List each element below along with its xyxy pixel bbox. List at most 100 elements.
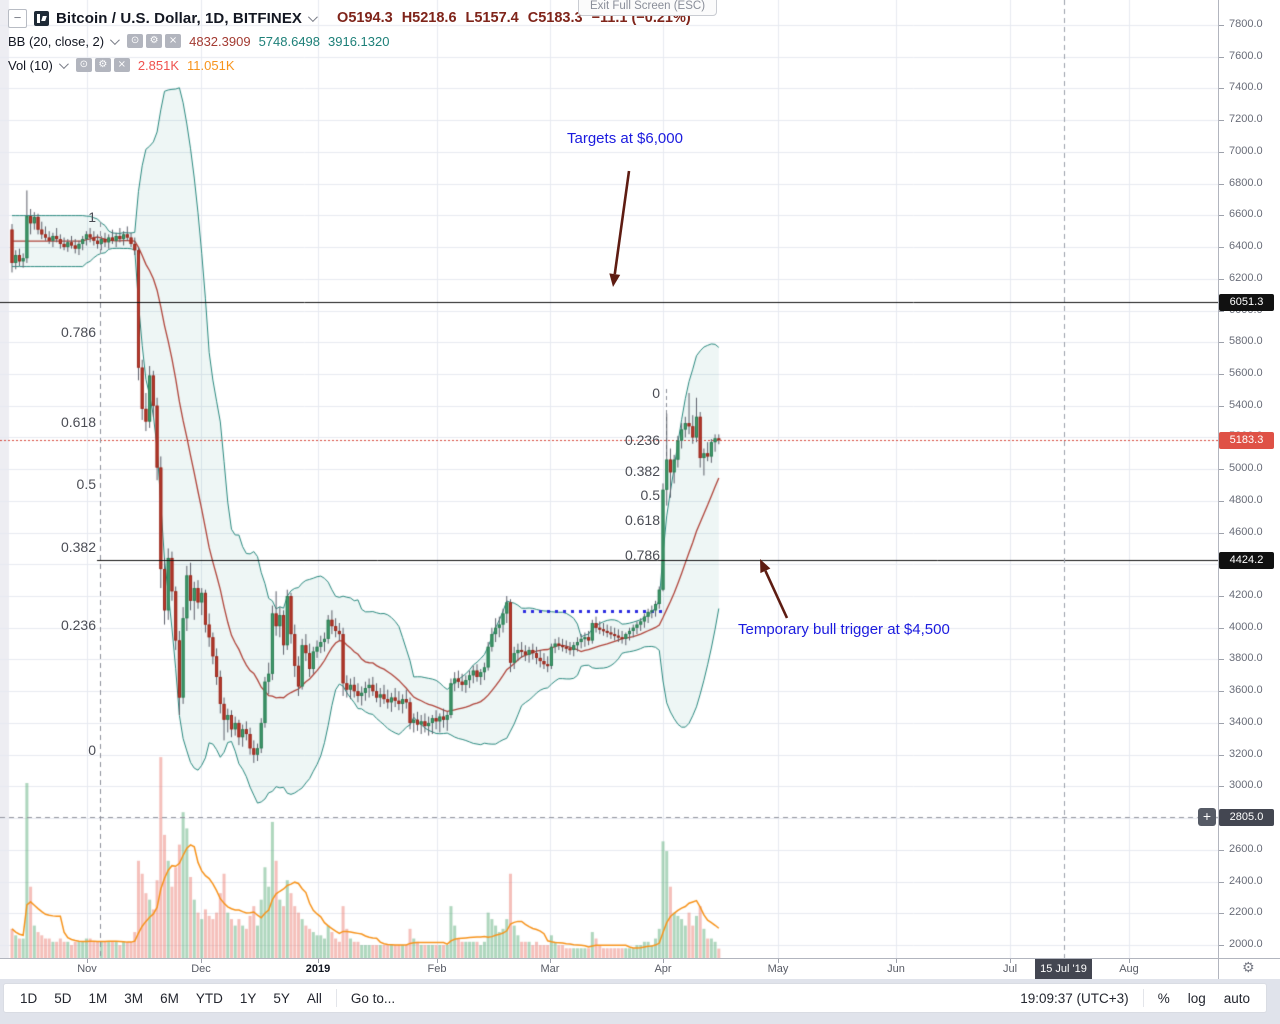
time-tick-mark — [87, 959, 88, 963]
price-chart-canvas[interactable] — [0, 0, 1218, 958]
legend-collapse-button[interactable]: − — [8, 8, 27, 28]
symbol-title[interactable]: Bitcoin / U.S. Dollar, 1D, BITFINEX — [56, 9, 303, 27]
bottom-toolbar-region: 1D 5D 1M 3M 6M YTD 1Y 5Y All Go to... 19:09:37 (… — [0, 978, 1280, 1024]
fib-level-label-fib-april: 0 — [652, 385, 660, 401]
fib-level-label-fib-april: 0.236 — [624, 432, 660, 448]
annotation-text-label[interactable]: Temporary bull trigger at $4,500 — [738, 621, 950, 638]
price-tick-label: 7400.0 — [1229, 81, 1263, 93]
price-tick-label: 4800.0 — [1229, 494, 1263, 506]
remove-indicator-icon[interactable]: × — [165, 34, 182, 48]
scale-button-log[interactable]: log — [1187, 990, 1206, 1006]
bb-basis-value: 4832.3909 — [189, 33, 251, 49]
price-line-badge: 5183.3 — [1219, 432, 1274, 449]
fib-level-label-fib-november: 0.236 — [60, 617, 96, 633]
price-tick-mark — [1219, 25, 1224, 26]
price-tick-mark — [1219, 406, 1224, 407]
bb-upper-value: 5748.6498 — [258, 33, 321, 49]
bb-indicator-buttons: ⊙ ⚙ × — [127, 34, 182, 48]
range-button-ytd[interactable]: YTD — [195, 990, 223, 1006]
chart-area: Exit Full Screen (ESC) − Bitcoin / U.S. … — [0, 0, 1218, 958]
time-label-feb: Feb — [427, 963, 447, 975]
price-tick-mark — [1219, 533, 1224, 534]
price-line-badge: 2805.0 — [1219, 809, 1274, 826]
ohlc-high: H5218.6 — [401, 10, 457, 26]
time-label-may: May — [767, 963, 789, 975]
chart-settings-gear-icon[interactable]: ⚙ — [1242, 960, 1255, 976]
price-axis[interactable]: 7800.0 7600.0 7400.0 7200.0 7000.0 6800.0 6600… — [1198, 0, 1280, 958]
range-button-1y[interactable]: 1Y — [239, 990, 257, 1006]
time-tick-mark — [437, 959, 438, 963]
scale-button-percent[interactable]: % — [1157, 990, 1170, 1006]
price-tick-label: 6600.0 — [1229, 208, 1263, 220]
fib-level-label-fib-november: 0.382 — [60, 539, 96, 555]
remove-indicator-icon[interactable]: × — [113, 58, 130, 72]
scale-button-auto[interactable]: auto — [1223, 990, 1250, 1006]
range-button-5y[interactable]: 5Y — [273, 990, 290, 1006]
indicator-settings-icon[interactable]: ⚙ — [94, 58, 111, 72]
chevron-down-icon[interactable] — [58, 58, 69, 69]
time-label-jun: Jun — [887, 963, 905, 975]
volume-current-value: 2.851K — [137, 57, 180, 73]
indicator-settings-icon[interactable]: ⚙ — [146, 34, 163, 48]
price-tick-mark — [1219, 57, 1224, 58]
fib-level-label-fib-april: 0.786 — [624, 547, 660, 563]
time-tick-mark — [201, 959, 202, 963]
price-tick-mark — [1219, 659, 1224, 660]
price-tick-label: 6800.0 — [1229, 177, 1263, 189]
range-button-3m[interactable]: 3M — [124, 990, 144, 1006]
chevron-down-icon[interactable] — [308, 11, 318, 22]
price-line-badge: 6051.3 — [1219, 294, 1274, 311]
time-label-mar: Mar — [540, 963, 560, 975]
chevron-down-icon[interactable] — [110, 34, 120, 45]
time-label-nov: Nov — [77, 963, 97, 975]
toolbar-separator — [335, 989, 337, 1007]
time-label-apr: Apr — [654, 963, 672, 975]
bb-indicator-label[interactable]: BB (20, close, 2) — [8, 33, 105, 49]
price-tick-mark — [1219, 913, 1224, 914]
range-button-1m[interactable]: 1M — [88, 990, 108, 1006]
hide-indicator-icon[interactable]: ⊙ — [127, 34, 144, 48]
price-tick-mark — [1219, 850, 1224, 851]
volume-indicator-label[interactable]: Vol (10) — [8, 57, 53, 73]
bb-indicator-row: BB (20, close, 2) ⊙ ⚙ × 4832.3909 5748.6… — [8, 29, 700, 53]
price-tick-label: 2600.0 — [1229, 843, 1263, 855]
clock-label[interactable]: 19:09:37 (UTC+3) — [1020, 990, 1129, 1006]
price-tick-mark — [1219, 786, 1224, 787]
range-button-5d[interactable]: 5D — [54, 990, 72, 1006]
price-tick-label: 6400.0 — [1229, 240, 1263, 252]
goto-date-button[interactable]: Go to... — [350, 990, 396, 1006]
range-button-all[interactable]: All — [306, 990, 322, 1006]
fib-level-label-fib-november: 0 — [88, 742, 96, 758]
price-tick-label: 7800.0 — [1229, 18, 1263, 30]
price-tick-mark — [1219, 723, 1224, 724]
toolbar-separator — [1142, 989, 1144, 1007]
volume-ma-value: 11.051K — [187, 57, 235, 73]
range-button-1d[interactable]: 1D — [20, 990, 38, 1006]
time-tick-mark — [778, 959, 779, 963]
volume-indicator-buttons: ⊙ ⚙ × — [75, 58, 130, 72]
time-axis[interactable]: Nov Dec 2019 Feb Mar Apr May Jun Jul Aug 15 Jul '1… — [0, 958, 1280, 979]
ohlc-low: L5157.4 — [465, 10, 519, 26]
bottom-toolbar: 1D 5D 1M 3M 6M YTD 1Y 5Y All Go to... 19:09:37 (… — [3, 983, 1267, 1013]
fib-level-label-fib-april: 0.5 — [640, 487, 660, 503]
add-alert-plus-button[interactable]: + — [1198, 808, 1216, 826]
time-label-dec: Dec — [191, 963, 211, 975]
scale-buttons: % log auto — [1158, 991, 1250, 1006]
fib-level-label-fib-april: 0.382 — [624, 463, 660, 479]
price-tick-mark — [1219, 120, 1224, 121]
time-tick-mark — [896, 959, 897, 963]
exchange-logo-icon — [34, 10, 49, 26]
price-tick-mark — [1219, 691, 1224, 692]
price-tick-mark — [1219, 247, 1224, 248]
price-tick-mark — [1219, 945, 1224, 946]
range-button-6m[interactable]: 6M — [160, 990, 179, 1006]
hide-indicator-icon[interactable]: ⊙ — [75, 58, 92, 72]
price-tick-label: 3800.0 — [1229, 652, 1263, 664]
ohlc-close: C5183.3 — [527, 10, 583, 26]
price-tick-label: 5400.0 — [1229, 399, 1263, 411]
volume-indicator-row: Vol (10) ⊙ ⚙ × 2.851K 11.051K — [8, 53, 700, 77]
price-tick-mark — [1219, 501, 1224, 502]
annotation-text-label[interactable]: Targets at $6,000 — [567, 130, 683, 147]
price-tick-mark — [1219, 88, 1224, 89]
